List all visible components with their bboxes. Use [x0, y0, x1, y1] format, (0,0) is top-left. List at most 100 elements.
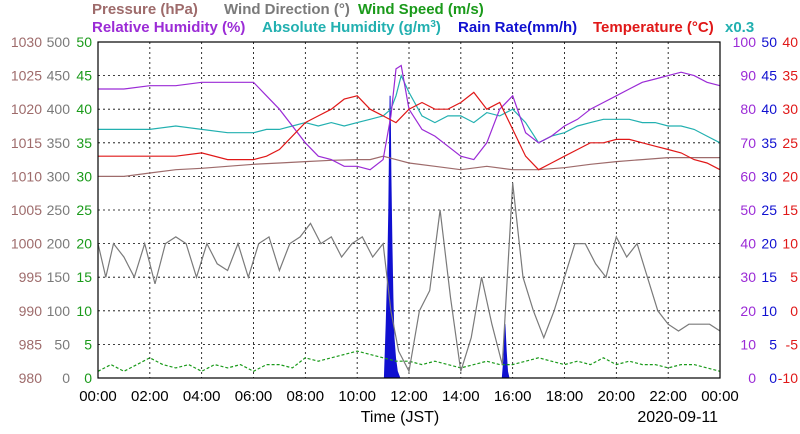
y-tick-label: 15: [782, 202, 798, 218]
y-tick-label: 1020: [11, 101, 42, 117]
y-tick-label: 1005: [11, 202, 42, 218]
legend-entry: Pressure (hPa): [92, 1, 198, 18]
y-tick-label: 50: [54, 336, 70, 352]
y-tick-label: 995: [19, 269, 43, 285]
y-tick-label: 20: [782, 168, 798, 184]
x-tick-label: 08:00: [287, 388, 325, 405]
y-tick-label: 0: [748, 370, 756, 386]
y-tick-label: 400: [47, 101, 71, 117]
legend-superscript: 3: [430, 19, 436, 30]
y-tick-label: 40: [740, 236, 756, 252]
y-tick-label: 30: [76, 168, 92, 184]
legend: Pressure (hPa) Wind Direction (°) Wind Spe…: [92, 1, 754, 36]
y-tick-label: 20: [740, 303, 756, 319]
y-tick-label: -10: [778, 370, 798, 386]
y-tick-label: 50: [761, 34, 777, 50]
y-tick-label: 100: [47, 303, 71, 319]
y-tick-label: 1030: [11, 34, 42, 50]
y-tick-label: 0: [790, 303, 798, 319]
y-tick-label: 90: [740, 68, 756, 84]
y-tick-label: 350: [47, 135, 71, 151]
y-tick-label: 25: [761, 202, 777, 218]
y-tick-label: 60: [740, 168, 756, 184]
y-tick-label: 30: [761, 168, 777, 184]
y-tick-label: 15: [761, 269, 777, 285]
x-tick-label: 14:00: [442, 388, 480, 405]
x-tick-label: 22:00: [649, 388, 687, 405]
x-axis-label: Time (JST): [361, 409, 440, 426]
y-tick-label: 45: [76, 68, 92, 84]
y-tick-label: 50: [76, 34, 92, 50]
y-tick-label: 300: [47, 168, 71, 184]
legend-entry: Wind Speed (m/s): [358, 1, 484, 18]
y-tick-label: 150: [47, 269, 71, 285]
y-tick-label: 10: [740, 336, 756, 352]
y-tick-label: 15: [76, 269, 92, 285]
y-tick-label: 25: [76, 202, 92, 218]
y-tick-label: 1015: [11, 135, 42, 151]
chart-date: 2020-09-11: [637, 409, 718, 426]
y-tick-label: 5: [769, 336, 777, 352]
x-tick-label: 00:00: [79, 388, 117, 405]
y-tick-label: 25: [782, 135, 798, 151]
y-tick-label: 0: [84, 370, 92, 386]
series-layer: [97, 64, 721, 379]
legend-entry: Wind Direction (°): [224, 1, 350, 18]
y-tick-label: 990: [19, 303, 43, 319]
y-tick-label: 0: [769, 370, 777, 386]
x-tick-label: 06:00: [235, 388, 273, 405]
y-tick-label: 35: [76, 135, 92, 151]
y-tick-label: 250: [47, 202, 71, 218]
series-wind-speed-m-s: [97, 350, 721, 372]
x-tick-label: 12:00: [390, 388, 428, 405]
y-tick-label: 50: [740, 202, 756, 218]
y-tick-label: 40: [761, 101, 777, 117]
y-tick-label: 5: [84, 336, 92, 352]
y-tick-label: 45: [761, 68, 777, 84]
y-tick-label: 0: [62, 370, 70, 386]
y-tick-label: 1010: [11, 168, 42, 184]
y-tick-label: 985: [19, 336, 43, 352]
x-tick-label: 10:00: [338, 388, 376, 405]
y-tick-label: 30: [740, 269, 756, 285]
y-tick-label: 450: [47, 68, 71, 84]
axis-ticks: 1030102510201015101010051000995990985980…: [11, 34, 798, 405]
y-tick-label: 40: [76, 101, 92, 117]
y-tick-label: 20: [761, 236, 777, 252]
legend-entry: Temperature (°C): [593, 19, 714, 36]
series-relative-humidity: [98, 64, 721, 171]
y-tick-label: -5: [786, 336, 799, 352]
y-tick-label: 10: [76, 303, 92, 319]
series-temperature-c: [98, 91, 721, 171]
legend-entry: Relative Humidity (%): [92, 19, 245, 36]
y-tick-label: 5: [790, 269, 798, 285]
legend-entry: Rain Rate(mm/h): [458, 19, 577, 36]
legend-close: ): [436, 19, 441, 36]
abs-humidity-scale: x0.3: [725, 19, 754, 36]
y-tick-label: 70: [740, 135, 756, 151]
y-tick-label: 1000: [11, 236, 42, 252]
y-tick-label: 10: [761, 303, 777, 319]
y-tick-label: 40: [782, 34, 798, 50]
x-tick-label: 04:00: [183, 388, 221, 405]
y-tick-label: 80: [740, 101, 756, 117]
series-absolute-humidity: [98, 73, 721, 144]
y-tick-label: 100: [733, 34, 757, 50]
y-tick-label: 30: [782, 101, 798, 117]
y-tick-label: 20: [76, 236, 92, 252]
x-tick-label: 18:00: [546, 388, 584, 405]
y-tick-label: 1025: [11, 68, 42, 84]
x-tick-label: 00:00: [701, 388, 739, 405]
y-tick-label: 200: [47, 236, 71, 252]
series-pressure-hpa: [98, 155, 720, 177]
legend-entry: Absolute Humidity (g/m3): [262, 19, 441, 37]
x-tick-label: 20:00: [598, 388, 636, 405]
y-tick-label: 35: [761, 135, 777, 151]
series-wind-direction: [97, 183, 721, 374]
y-tick-label: 35: [782, 68, 798, 84]
plot-border: [97, 41, 721, 379]
y-tick-label: 10: [782, 236, 798, 252]
x-tick-label: 02:00: [131, 388, 169, 405]
x-tick-label: 16:00: [494, 388, 532, 405]
